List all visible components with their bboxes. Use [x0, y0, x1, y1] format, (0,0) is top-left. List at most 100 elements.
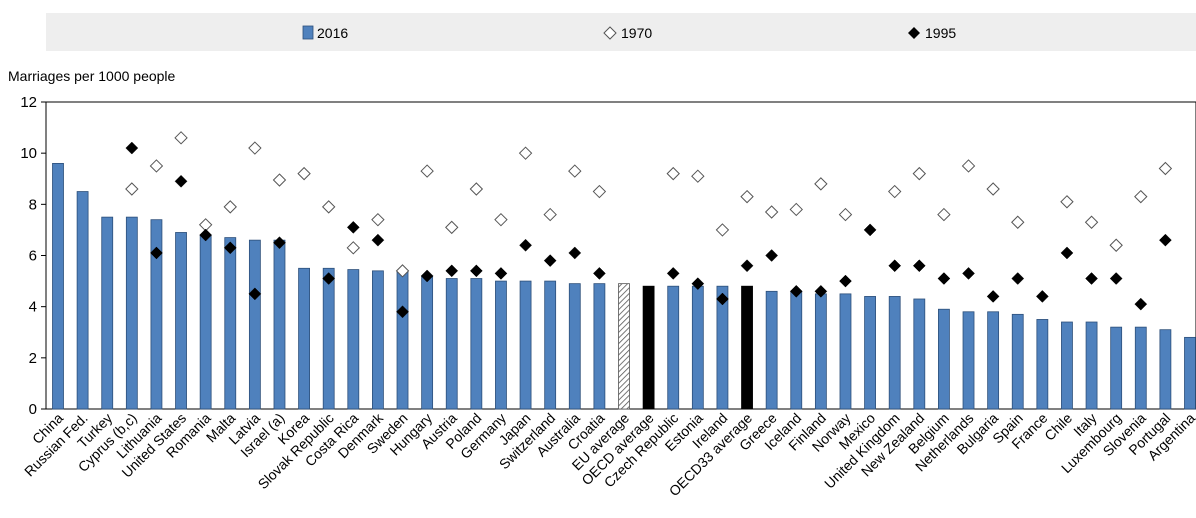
bar-2016: [742, 286, 753, 409]
bar-2016: [668, 286, 679, 409]
marker-1970: [1012, 216, 1024, 228]
marker-1970: [126, 183, 138, 195]
bar-2016: [1037, 319, 1048, 409]
marker-1970: [150, 160, 162, 172]
bar-2016: [545, 281, 556, 409]
marker-1970: [790, 203, 802, 215]
marker-1995: [446, 265, 458, 277]
bar-2016: [594, 284, 605, 409]
bar-2016: [963, 312, 974, 409]
bar-2016: [619, 284, 630, 409]
bar-2016: [422, 276, 433, 409]
marker-1970: [938, 209, 950, 221]
marker-1970: [1061, 196, 1073, 208]
marker-1995: [1110, 273, 1122, 285]
bar-2016: [176, 232, 187, 409]
bar-2016: [249, 240, 260, 409]
marker-1970: [249, 142, 261, 154]
marker-1970: [421, 165, 433, 177]
bar-2016: [1185, 337, 1196, 409]
bar-2016: [348, 270, 359, 409]
bar-2016: [1135, 327, 1146, 409]
bar-2016: [766, 291, 777, 409]
marker-1970: [495, 214, 507, 226]
bar-2016: [889, 296, 900, 409]
y-tick-label: 6: [29, 248, 37, 265]
y-tick-label: 10: [20, 145, 37, 162]
marker-1995: [1135, 298, 1147, 310]
marker-1970: [1135, 191, 1147, 203]
y-tick-label: 8: [29, 196, 37, 213]
bar-2016: [102, 217, 113, 409]
marker-1970: [889, 186, 901, 198]
marker-1995: [593, 267, 605, 279]
bar-2016: [397, 271, 408, 409]
marker-1970: [913, 168, 925, 180]
marker-1995: [569, 247, 581, 259]
bar-2016: [520, 281, 531, 409]
marker-1970: [175, 132, 187, 144]
marker-1995: [372, 234, 384, 246]
marker-1995: [839, 275, 851, 287]
y-ticks: 0 2 4 6 8 10 12: [20, 94, 46, 418]
marker-1995: [766, 250, 778, 262]
marker-1995: [864, 224, 876, 236]
bar-2016: [323, 268, 334, 409]
marker-1995: [470, 265, 482, 277]
bar-2016: [471, 279, 482, 409]
legend: 2016 1970 1995: [46, 13, 1196, 51]
marker-1970: [815, 178, 827, 190]
y-tick-label: 4: [29, 299, 37, 316]
marker-1970: [987, 183, 999, 195]
bar-2016: [840, 294, 851, 409]
marker-1995: [520, 239, 532, 251]
marker-1970: [446, 221, 458, 233]
marker-1970: [1159, 163, 1171, 175]
bar-2016: [225, 238, 236, 409]
bar-2016: [692, 286, 703, 409]
bar-2016: [643, 286, 654, 409]
marker-1970: [667, 168, 679, 180]
marker-1995: [913, 260, 925, 272]
marker-1970: [323, 201, 335, 213]
bar-2016: [1061, 322, 1072, 409]
marker-1995: [987, 290, 999, 302]
marker-1970: [520, 147, 532, 159]
marker-1970: [593, 186, 605, 198]
y-tick-label: 12: [20, 94, 37, 111]
legend-label-1970: 1970: [621, 25, 652, 41]
marker-1995: [889, 260, 901, 272]
legend-swatch-2016: [303, 26, 313, 39]
bar-2016: [200, 235, 211, 409]
marker-1995: [544, 255, 556, 267]
marker-1970: [716, 224, 728, 236]
marker-1970: [766, 206, 778, 218]
bar-2016: [1012, 314, 1023, 409]
marker-1995: [495, 267, 507, 279]
marker-1970: [569, 165, 581, 177]
marker-1995: [1061, 247, 1073, 259]
y-tick-label: 2: [29, 350, 37, 367]
marker-1970: [470, 183, 482, 195]
marker-1970: [963, 160, 975, 172]
y-tick-label: 0: [29, 401, 37, 418]
marker-1970: [1110, 239, 1122, 251]
marker-1995: [175, 175, 187, 187]
bar-2016: [126, 217, 137, 409]
marker-1995: [1159, 234, 1171, 246]
bar-2016: [938, 309, 949, 409]
marker-1995: [667, 267, 679, 279]
bar-2016: [988, 312, 999, 409]
marker-1995: [1036, 290, 1048, 302]
bar-2016: [53, 163, 64, 409]
marker-1970: [273, 174, 285, 186]
marker-1995: [938, 273, 950, 285]
marker-1995: [126, 142, 138, 154]
bar-2016: [1111, 327, 1122, 409]
legend-label-1995: 1995: [925, 25, 956, 41]
bar-2016: [1086, 322, 1097, 409]
marker-1995: [741, 260, 753, 272]
bar-2016: [1160, 330, 1171, 409]
marker-1970: [372, 214, 384, 226]
